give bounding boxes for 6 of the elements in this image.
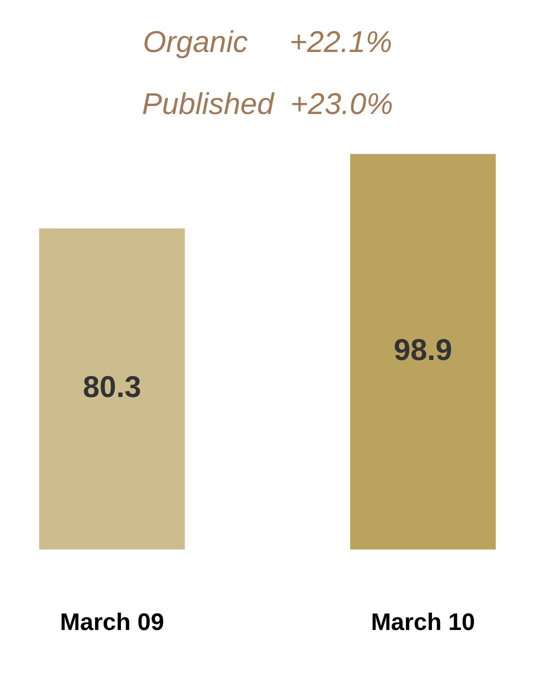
text: Published +23.0% <box>140 87 394 123</box>
text: Organic +22.1% <box>142 25 394 61</box>
data-label: 98.9 <box>394 334 452 368</box>
x-tick-label: March 09 <box>60 609 164 636</box>
x-tick-label: March 10 <box>370 609 476 636</box>
data-label: 80.3 <box>82 371 142 404</box>
